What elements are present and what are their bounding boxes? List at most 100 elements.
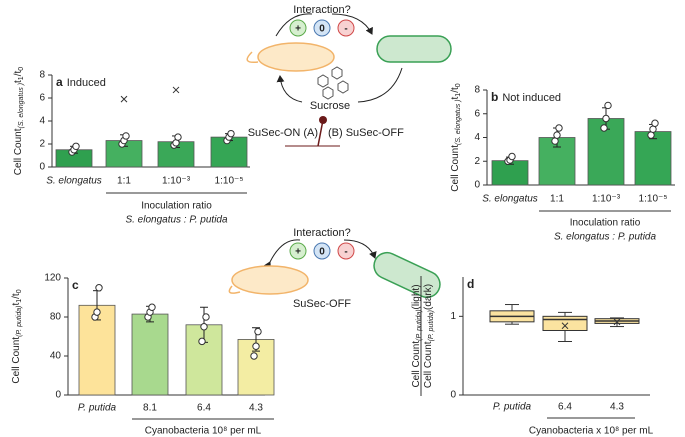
x-tick-label: 1:1 [550,194,564,205]
y-tick-label: 0 [474,180,480,191]
zero: 0 [319,247,325,258]
condition: Not induced [502,92,561,104]
y-axis-label-part: 0 [16,289,23,293]
y-axis-label-part: (dark) [423,284,434,310]
y-axis-label: Cell Count(S. elongatus )t1/t0 [450,83,462,191]
y-axis-label-part: (S. elongatus ) [455,99,462,145]
data-point [600,124,608,132]
panel-letter: b [491,90,498,104]
x-axis-label: Cyanobacteria x 10⁸ per mL [529,426,654,437]
y-tick-label: 0 [450,390,456,401]
plus: + [295,24,301,35]
y-axis-label-part: t [13,80,24,83]
switch-knob [319,116,327,124]
data-point [202,313,210,321]
y-tick-label: 8 [474,85,480,96]
panel-letter: d [467,277,474,291]
condition: Induced [67,77,106,89]
p-putida-cell [231,265,309,295]
y-tick-label: 80 [50,312,62,323]
mean-marker [561,322,569,330]
y-axis-label: Cell Count(S. elongatus )t1/t0 [13,67,25,175]
data-point [200,323,208,331]
data-point [602,114,610,123]
s-elongatus-cell [373,251,441,299]
y-tick-label: 120 [44,273,61,284]
bottom-diagram: Interaction? + 0 - SuSec-OFF [228,227,441,310]
y-axis-label-part: (P. putida) [428,310,435,341]
minus-icon [337,242,355,260]
y-axis-label-part: /t [13,70,24,76]
arrow [343,239,377,259]
top-diagram: Interaction? + 0 - Sucrose SuSec-ON (A) … [246,4,452,147]
y-axis-label-part: t [450,96,461,99]
x-tick-label: S. elongatus [482,194,538,205]
data-point [508,152,516,161]
arrow [275,13,313,37]
plus-icon [289,19,307,37]
x-tick-label: 4.3 [610,402,624,413]
y-axis-label-part: (light) [411,284,422,309]
data-point [227,129,235,138]
panel-letter: a [56,75,63,89]
minus: - [344,24,347,35]
bar [634,131,672,186]
x-tick-label: 1:10⁻⁵ [639,194,668,205]
y-axis-label: Cell Count(P. putida)(dark) [423,284,435,388]
x-tick-label: 8.1 [143,403,157,414]
y-axis-label-part: 0 [455,83,462,87]
data-point [93,308,101,316]
plus-icon [289,242,307,260]
sucrose-molecules [317,66,349,100]
y-axis-label-part: Cell Count [450,145,461,192]
y-tick-label: 6 [39,93,45,104]
y-axis-label-part: Cell Count [423,341,434,388]
sucrose: Sucrose [310,100,350,112]
y-axis-label-part: /t [450,87,461,93]
x-axis-label: Inoculation ratio [570,218,641,229]
y-tick-label: 2 [474,156,480,167]
x-tick-label: 6.4 [558,402,572,413]
y-axis-label-part: 1 [455,93,462,97]
y-tick-label: 6 [474,108,480,119]
y-axis-label-part: (P. putida) [416,309,423,340]
y-axis-label-part: Cell Count [411,341,422,388]
s-elongatus-cell [376,35,452,63]
y-tick-label: 0 [39,162,45,173]
data-point [649,125,657,133]
arrow [331,13,373,35]
y-tick-label: 4 [39,116,45,127]
flagellum [246,51,259,64]
arrow [357,67,403,103]
plus: + [295,247,301,258]
y-tick-label: 2 [39,139,45,150]
outlier [172,86,180,94]
y-axis-label-part: Cell Count [13,128,24,175]
y-axis-label-part: 1 [16,299,23,303]
x-tick-label: 1:1 [117,176,131,187]
x-axis-label: Cyanobacteria 10⁸ per mL [145,426,262,437]
x-axis-label: Inoculation ratio [141,201,212,212]
x-tick-label: 1:10⁻³ [162,176,191,187]
panel-letter: c [72,278,79,292]
data-point [647,131,655,139]
x-tick-label: P. putida [493,402,532,413]
outlier [120,95,128,103]
x-axis-label: S. elongatus : P. putida [554,232,657,243]
panel-label: d [467,277,474,291]
zero-icon [313,242,331,260]
data-point [252,342,260,350]
data-point [555,124,563,132]
y-axis-label-part: 0 [18,67,25,71]
y-tick-label: 8 [39,70,45,81]
box [542,315,588,331]
x-tick-label: S. elongatus [46,176,102,187]
zero-icon [313,19,331,37]
bar [131,313,169,396]
zero: 0 [319,24,325,35]
x-tick-label: 6.4 [197,403,211,414]
x-tick-label: 1:10⁻³ [592,194,621,205]
data-point [148,303,156,311]
y-tick-label: 0 [55,390,61,401]
